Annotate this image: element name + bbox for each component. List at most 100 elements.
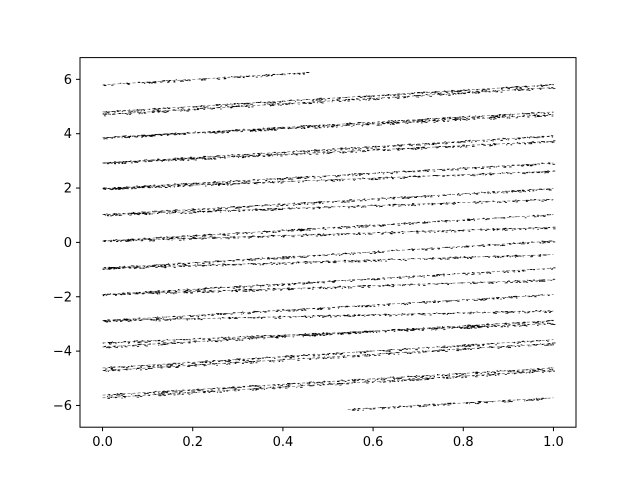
data-point: [110, 267, 113, 268]
data-point: [325, 334, 327, 336]
data-point: [385, 199, 387, 200]
data-point: [126, 186, 129, 188]
data-point: [111, 367, 113, 369]
data-point: [155, 292, 158, 294]
data-point: [364, 279, 367, 280]
data-point: [106, 268, 108, 270]
series-line: [102, 162, 554, 189]
data-point: [509, 115, 511, 117]
data-point: [150, 240, 153, 242]
data-point: [363, 198, 366, 200]
data-point: [467, 312, 469, 314]
data-point: [114, 188, 117, 189]
data-point: [522, 112, 524, 114]
data-point: [499, 173, 502, 175]
data-point: [320, 309, 322, 310]
data-point: [300, 176, 303, 178]
data-point: [358, 332, 362, 334]
data-point: [135, 318, 137, 320]
data-point: [170, 185, 173, 186]
data-point: [325, 206, 328, 208]
data-point: [400, 148, 402, 150]
data-point: [115, 320, 118, 322]
series-band-6: [102, 140, 556, 165]
data-point: [163, 239, 164, 241]
data-point: [303, 127, 305, 129]
data-point: [292, 152, 294, 153]
data-point: [290, 178, 294, 180]
data-point: [245, 102, 247, 104]
data-point: [445, 221, 447, 223]
data-point: [184, 212, 187, 214]
data-point: [453, 90, 456, 92]
data-point: [181, 235, 185, 237]
data-point: [180, 157, 184, 159]
data-point: [169, 393, 172, 395]
data-point: [150, 135, 152, 137]
data-point: [414, 351, 416, 353]
data-point: [201, 291, 205, 293]
data-point: [244, 156, 246, 158]
data-point: [488, 343, 490, 345]
data-point: [215, 210, 217, 212]
data-point: [525, 325, 527, 327]
data-point: [524, 112, 526, 114]
data-point: [371, 314, 374, 316]
data-point: [218, 361, 221, 362]
data-point: [198, 290, 201, 292]
data-point: [272, 181, 274, 182]
data-point: [203, 211, 206, 213]
data-point: [358, 234, 361, 235]
data-point: [530, 199, 533, 201]
data-point: [177, 186, 180, 187]
data-point: [274, 128, 276, 130]
data-point: [414, 176, 418, 177]
data-point: [496, 229, 499, 231]
data-point: [243, 259, 245, 261]
data-point: [306, 308, 308, 309]
data-point: [341, 234, 343, 236]
data-point: [481, 168, 484, 169]
data-point: [320, 201, 322, 203]
data-point: [274, 127, 276, 129]
data-point: [324, 175, 327, 177]
data-point: [157, 293, 159, 294]
data-point: [471, 141, 473, 143]
data-point: [459, 327, 462, 328]
data-point: [128, 111, 131, 113]
data-point: [422, 91, 426, 93]
data-point: [128, 137, 131, 139]
data-point: [504, 113, 506, 115]
data-point: [130, 319, 132, 321]
data-point: [339, 285, 341, 287]
series-line: [102, 320, 554, 348]
data-point: [298, 73, 301, 74]
data-point: [353, 315, 355, 317]
data-point: [158, 211, 161, 213]
data-point: [337, 98, 341, 100]
data-point: [453, 346, 456, 348]
data-point: [322, 335, 326, 336]
data-point: [160, 264, 163, 266]
data-point: [316, 102, 319, 104]
data-point: [313, 353, 315, 355]
data-point: [180, 133, 183, 135]
data-point: [329, 207, 332, 209]
data-point: [434, 203, 436, 205]
data-point: [356, 123, 358, 125]
data-point: [414, 119, 416, 121]
data-point: [487, 88, 489, 90]
data-point: [353, 179, 356, 181]
data-point: [353, 332, 357, 333]
data-point: [150, 293, 152, 295]
data-point: [228, 336, 230, 338]
data-point: [422, 312, 425, 314]
data-point: [122, 367, 125, 368]
data-point: [133, 265, 135, 267]
data-point: [444, 119, 446, 120]
data-point: [284, 74, 286, 76]
data-point: [340, 353, 343, 355]
data-point: [455, 90, 459, 92]
data-point: [481, 326, 483, 328]
data-point: [310, 234, 313, 236]
